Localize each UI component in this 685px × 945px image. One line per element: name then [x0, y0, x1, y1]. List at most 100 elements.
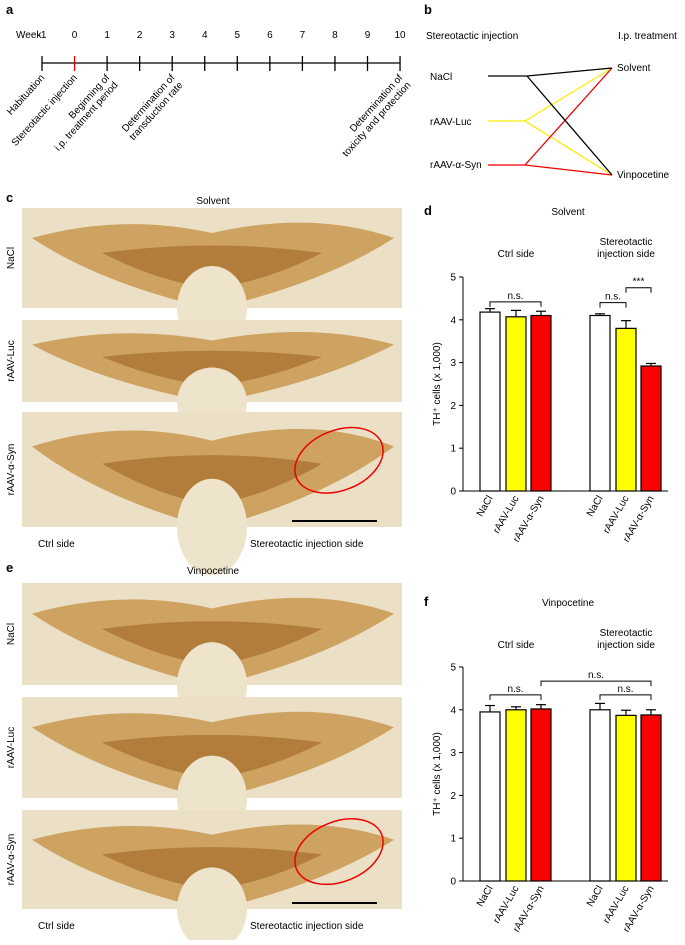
y-tick-label: 0: [450, 487, 456, 498]
significance-label: n.s.: [507, 291, 523, 302]
group-title: Ctrl side: [498, 640, 535, 651]
column-title: I.p. treatment: [618, 31, 677, 42]
bar: [589, 314, 611, 492]
week-label: 8: [332, 30, 338, 41]
x-tick-label: NaCl: [585, 494, 606, 519]
axis-label: Week: [16, 30, 42, 41]
treatment-label: Vinpocetine: [617, 170, 670, 181]
y-tick-label: 2: [450, 401, 456, 412]
significance-label: n.s.: [617, 684, 633, 695]
significance-bracket: [599, 302, 627, 308]
event-label-line: toxicity and protection: [341, 80, 414, 159]
week-label: 2: [137, 30, 143, 41]
x-tick-label: NaCl: [585, 884, 606, 909]
y-tick-label: 1: [450, 834, 456, 845]
significance-bracket: [489, 301, 542, 307]
bar: [615, 327, 637, 492]
bar: [640, 365, 662, 492]
column-title: Stereotactic injection: [426, 31, 518, 42]
y-tick-label: 0: [450, 877, 456, 888]
row-label: NaCl: [6, 247, 17, 269]
week-label: 10: [394, 30, 406, 41]
bar: [479, 311, 501, 492]
week-label: 4: [202, 30, 208, 41]
panel-label: d: [424, 203, 432, 218]
midline-structure: [177, 478, 247, 576]
event-label: Determination oftoxicity and protection: [332, 72, 413, 159]
injection-label: rAAV-Luc: [430, 117, 472, 128]
row-label: rAAV-Luc: [6, 727, 17, 769]
lesion-outline: [294, 426, 384, 494]
y-axis-label: TH⁺ cells (x 1,000): [432, 342, 443, 426]
bar: [479, 711, 501, 882]
group-title-line: injection side: [597, 249, 655, 260]
group-title-line: Stereotactic: [600, 237, 653, 248]
week-label: 0: [72, 30, 78, 41]
panel-label: b: [424, 2, 432, 17]
group-title: Stereotactic injection side: [597, 628, 655, 651]
y-tick-label: 2: [450, 791, 456, 802]
panel-title: Solvent: [196, 196, 230, 207]
row-label: rAAV-Luc: [6, 340, 17, 382]
event-label: Determination oftransduction rate: [119, 72, 185, 142]
x-tick-label: NaCl: [475, 884, 496, 909]
panel-label: e: [6, 560, 13, 575]
significance-bracket: [489, 694, 542, 700]
midline-structure: [177, 867, 247, 945]
design-lines: [488, 67, 613, 176]
group-title-line: Ctrl side: [498, 249, 535, 260]
week-label: 6: [267, 30, 273, 41]
injection-label: rAAV-α-Syn: [430, 160, 482, 171]
lesion-outline: [294, 818, 384, 886]
bar: [530, 708, 552, 882]
x-tick-label: NaCl: [475, 494, 496, 519]
week-label: 1: [104, 30, 110, 41]
week-label: 7: [300, 30, 306, 41]
chart-title: Vinpocetine: [542, 598, 595, 609]
row-label: rAAV-α-Syn: [6, 834, 17, 886]
significance-label: n.s.: [605, 292, 621, 303]
y-tick-label: 3: [450, 358, 456, 369]
group-title-line: Stereotactic: [600, 628, 653, 639]
group-title-line: Ctrl side: [498, 640, 535, 651]
y-tick-label: 4: [450, 705, 456, 716]
panel-label: a: [6, 2, 14, 17]
week-label: -1: [38, 30, 47, 41]
group-title: Ctrl side: [498, 249, 535, 260]
panel-title: Vinpocetine: [187, 566, 240, 577]
injection-label: NaCl: [430, 72, 452, 83]
chart-title: Solvent: [551, 207, 585, 218]
y-tick-label: 4: [450, 315, 456, 326]
row-label: NaCl: [6, 623, 17, 645]
bar: [505, 316, 527, 492]
panel-label: f: [424, 594, 429, 609]
side-label: Ctrl side: [38, 921, 75, 932]
y-axis-label: TH⁺ cells (x 1,000): [432, 732, 443, 816]
row-label: rAAV-α-Syn: [6, 444, 17, 496]
week-label: 3: [169, 30, 175, 41]
significance-label: n.s.: [507, 684, 523, 695]
bar: [589, 709, 611, 882]
significance-label: n.s.: [588, 670, 604, 681]
bar: [640, 714, 662, 882]
treatment-label: Solvent: [617, 63, 651, 74]
significance-bracket: [540, 680, 652, 687]
y-tick-label: 1: [450, 444, 456, 455]
side-label: Stereotactic injection side: [250, 539, 364, 550]
group-title: Stereotactic injection side: [597, 237, 655, 260]
group-title-line: injection side: [597, 640, 655, 651]
side-label: Stereotactic injection side: [250, 921, 364, 932]
significance-bracket: [599, 694, 652, 700]
week-label: 9: [365, 30, 371, 41]
significance-label: ***: [633, 277, 645, 288]
y-tick-label: 5: [450, 273, 456, 284]
bar: [505, 709, 527, 882]
side-label: Ctrl side: [38, 539, 75, 550]
significance-bracket: [625, 287, 652, 293]
y-tick-label: 5: [450, 663, 456, 674]
bar: [615, 714, 637, 882]
event-label: Beginning ofi.p. treatment period: [45, 72, 121, 153]
panel-label: c: [6, 190, 13, 205]
bar: [530, 314, 552, 492]
